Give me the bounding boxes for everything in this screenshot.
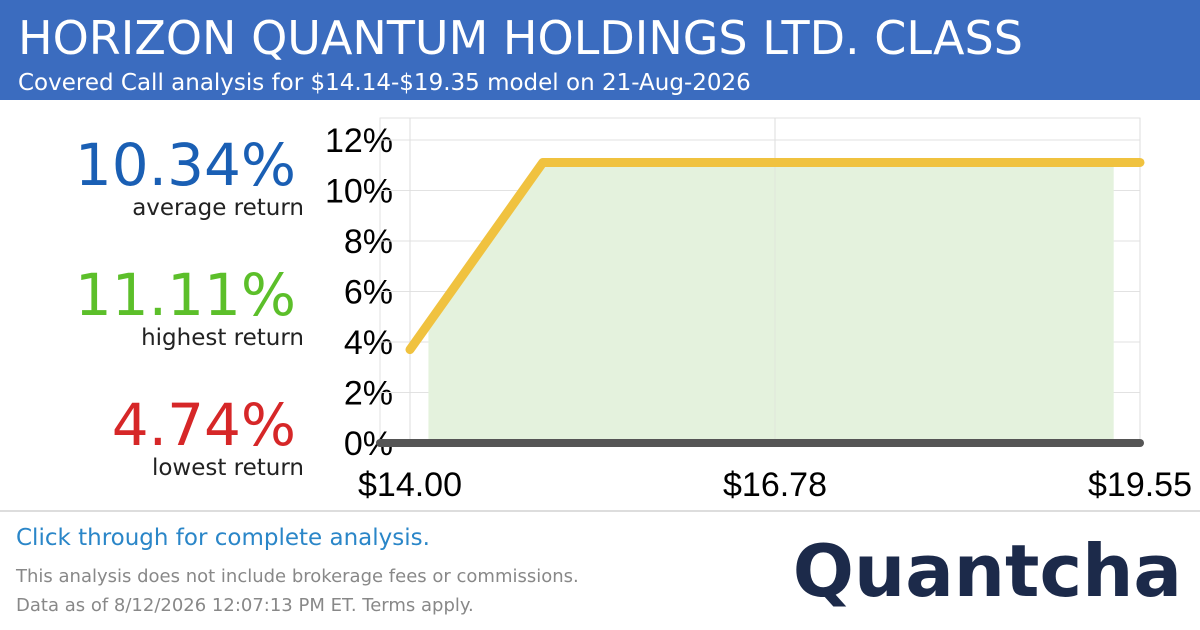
subtitle: Covered Call analysis for $14.14-$19.35 … [18,70,751,96]
y-tick-label: 8% [344,223,393,261]
x-tick-label: $14.00 [358,466,462,504]
y-tick-label: 12% [325,122,393,160]
y-tick-label: 10% [325,173,393,211]
x-tick-label: $16.78 [723,466,827,504]
stat-label: lowest return [152,455,304,481]
line [405,157,1145,355]
stat-label: highest return [141,325,304,351]
title: HORIZON QUANTUM HOLDINGS LTD. CLASS [18,11,1023,65]
stat-label: average return [132,195,304,221]
x-tick-label: $19.55 [1088,466,1192,504]
note: This analysis does not include brokerage… [15,566,579,587]
y-tick-label: 6% [344,274,393,312]
stat-value: 4.74% [112,391,296,459]
stat-value: 11.11% [75,261,296,329]
area [428,162,1114,443]
logo[interactable]: Quantcha [793,529,1182,613]
y-tick-label: 2% [344,375,393,413]
cta[interactable]: Click through for complete analysis. [16,525,430,551]
y-tick-label: 4% [344,324,393,362]
header-band [0,0,1200,100]
stat-value: 10.34% [75,131,296,199]
date: Data as of 8/12/2026 12:07:13 PM ET. Ter… [16,595,474,616]
